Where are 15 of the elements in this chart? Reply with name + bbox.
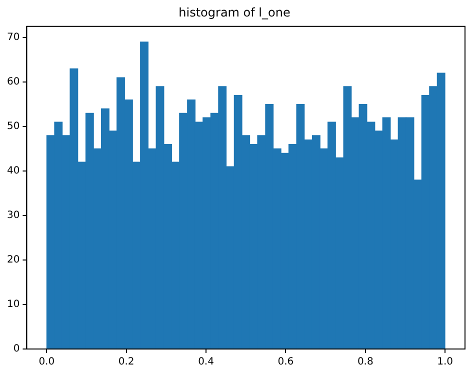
x-tick-label: 0.8 (357, 356, 374, 368)
chart-title: histogram of l_one (178, 5, 290, 20)
y-tick-label: 50 (6, 121, 20, 132)
y-tick-label: 60 (6, 76, 20, 88)
x-tick-label: 0.6 (278, 356, 294, 368)
y-tick-label: 10 (6, 299, 20, 310)
y-tick-label: 40 (6, 166, 20, 177)
y-tick-label: 70 (6, 32, 20, 44)
y-tick-label: 20 (6, 254, 20, 266)
x-tick-label: 1.0 (437, 356, 454, 368)
x-tick-label: 0.4 (198, 356, 214, 368)
y-tick-label: 30 (6, 210, 20, 222)
y-tick-label: 0 (13, 344, 20, 355)
x-tick-label: 0.0 (38, 356, 55, 368)
x-tick-label: 0.2 (118, 356, 134, 368)
